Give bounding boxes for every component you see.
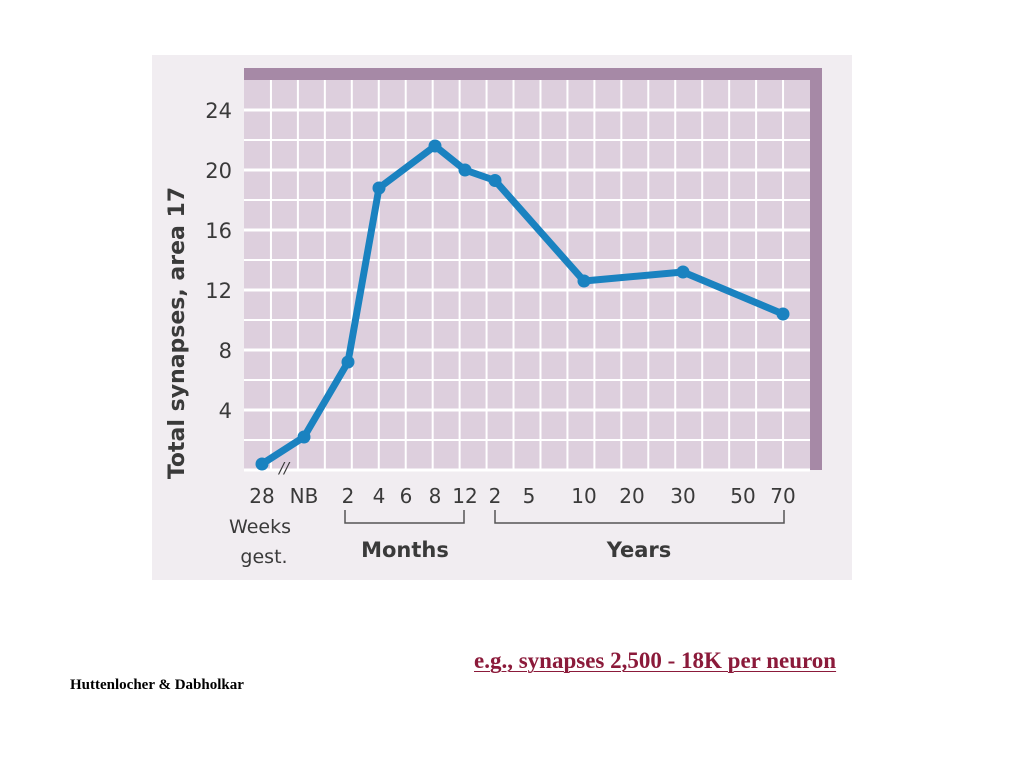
months-group-label: Months — [361, 538, 449, 562]
x-tick-label: 28 — [249, 484, 274, 508]
y-tick-label: 4 — [219, 399, 232, 423]
plot-area — [244, 80, 810, 470]
x-tick-label: 12 — [452, 484, 477, 508]
x-tick-label: 70 — [770, 484, 795, 508]
weeks-gest-label-line1: Weeks — [229, 516, 291, 538]
x-tick-label: 30 — [670, 484, 695, 508]
data-point — [297, 430, 311, 444]
data-point — [428, 139, 442, 153]
source-credit: Huttenlocher & Dabholkar — [70, 677, 244, 693]
x-tick-label: 10 — [571, 484, 596, 508]
y-tick-label: 16 — [205, 219, 232, 243]
x-tick-label: NB — [290, 484, 319, 508]
data-point — [255, 457, 269, 471]
chart-panel: 4 8 12 16 20 24 28 NB 2 4 6 8 12 2 5 10 20 30 50 70 Weeks … — [152, 55, 852, 580]
months-bracket — [344, 510, 465, 524]
x-tick-label: 6 — [400, 484, 413, 508]
years-group-label: Years — [606, 538, 672, 562]
x-tick-label: 50 — [730, 484, 755, 508]
x-tick-label: 8 — [429, 484, 442, 508]
x-tick-label: 20 — [619, 484, 644, 508]
data-point — [776, 307, 790, 321]
synapse-count-caption: e.g., synapses 2,500 - 18K per neuron — [474, 648, 837, 673]
weeks-gest-label-line2: gest. — [240, 546, 287, 568]
x-tick-label: 5 — [523, 484, 536, 508]
data-point — [458, 163, 472, 177]
years-bracket — [494, 510, 785, 524]
series-line — [258, 142, 787, 468]
data-point — [488, 174, 502, 187]
x-tick-label: 2 — [489, 484, 502, 508]
x-tick-label: 4 — [373, 484, 386, 508]
y-tick-label: 12 — [205, 279, 232, 303]
data-point — [676, 265, 690, 279]
x-tick-label: 2 — [342, 484, 355, 508]
axis-break-mark: // — [277, 459, 291, 477]
y-tick-label: 24 — [205, 99, 232, 123]
y-tick-label: 8 — [219, 339, 232, 363]
data-point — [372, 181, 386, 195]
data-point — [341, 355, 355, 369]
y-axis-label: Total synapses, area 17 — [165, 187, 190, 479]
y-tick-label: 20 — [205, 159, 232, 183]
data-point — [577, 274, 591, 288]
